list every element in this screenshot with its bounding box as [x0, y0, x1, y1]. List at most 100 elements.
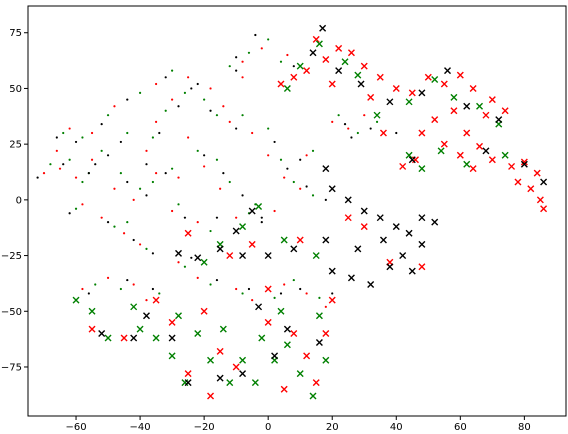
red-cross-point — [328, 80, 336, 88]
y-tick-label: 0 — [16, 195, 22, 206]
green-dot-point — [228, 180, 231, 184]
black-dot-point — [126, 278, 129, 282]
red-cross-point — [322, 330, 330, 338]
black-cross-point — [248, 207, 256, 215]
green-dot-point — [81, 136, 84, 139]
red-dot-point — [251, 131, 254, 135]
black-dot-point — [209, 109, 212, 112]
red-cross-point — [440, 140, 448, 148]
black-dot-point — [247, 287, 251, 291]
green-dot-point — [228, 65, 231, 68]
green-dot-point — [74, 207, 78, 210]
red-dot-point — [81, 203, 84, 206]
black-cross-point — [232, 227, 240, 235]
black-dot-point — [132, 238, 135, 242]
black-cross-point — [360, 207, 368, 215]
red-dot-point — [113, 105, 116, 108]
black-cross-point — [367, 281, 375, 289]
black-cross-point — [418, 89, 426, 97]
red-cross-point — [540, 205, 548, 213]
green-cross-point — [168, 352, 176, 360]
red-cross-point — [264, 285, 272, 293]
red-cross-point — [328, 296, 336, 304]
green-dot-point — [279, 158, 283, 161]
red-cross-point — [303, 67, 311, 75]
red-cross-point — [514, 178, 522, 186]
black-cross-point — [357, 80, 365, 88]
red-dot-point — [81, 287, 84, 291]
red-dot-point — [273, 209, 276, 213]
black-cross-point — [309, 49, 317, 57]
black-dot-point — [299, 158, 302, 161]
green-dot-point — [119, 172, 122, 175]
green-dot-point — [375, 120, 379, 123]
black-cross-point — [399, 252, 407, 260]
red-dot-point — [90, 131, 94, 135]
red-dot-point — [154, 120, 158, 123]
red-cross-point — [184, 229, 192, 237]
black-cross-point — [540, 178, 548, 186]
green-dot-point — [279, 60, 283, 63]
red-dot-point — [331, 120, 334, 123]
green-dot-point — [215, 158, 219, 161]
black-dot-point — [158, 131, 161, 135]
green-dot-point — [311, 149, 315, 152]
red-cross-point — [312, 35, 320, 43]
red-cross-point — [418, 129, 426, 137]
black-dot-point — [145, 163, 148, 166]
red-dot-point — [177, 176, 180, 179]
red-dot-point — [196, 221, 199, 224]
green-cross-point — [175, 312, 183, 320]
black-cross-point — [264, 252, 272, 260]
green-cross-point — [130, 303, 138, 311]
red-dot-point — [286, 53, 289, 57]
red-dot-point — [113, 187, 116, 190]
green-dot-point — [241, 114, 244, 117]
red-cross-point — [399, 162, 407, 170]
green-cross-point — [296, 370, 304, 378]
green-cross-point — [239, 356, 247, 364]
green-cross-point — [251, 379, 259, 387]
red-cross-point — [335, 44, 343, 52]
green-cross-point — [405, 151, 413, 159]
red-cross-point — [277, 80, 285, 88]
green-dot-point — [196, 149, 199, 152]
black-cross-point — [376, 214, 384, 222]
green-dot-point — [68, 158, 71, 161]
black-cross-point — [379, 236, 387, 244]
red-cross-point — [488, 96, 496, 104]
green-dot-point — [292, 180, 295, 184]
red-cross-point — [347, 49, 355, 57]
red-dot-point — [74, 176, 78, 179]
green-cross-point — [354, 71, 362, 79]
red-dot-point — [132, 283, 135, 286]
red-cross-point — [207, 392, 215, 400]
green-dot-point — [100, 149, 103, 152]
green-cross-point — [104, 334, 112, 342]
red-dot-point — [283, 176, 286, 179]
x-tick-label: −20 — [194, 422, 215, 430]
black-dot-point — [87, 172, 90, 175]
red-dot-point — [106, 276, 110, 279]
black-cross-point — [335, 67, 343, 75]
green-cross-point — [280, 236, 288, 244]
red-cross-point — [469, 84, 477, 92]
red-cross-point — [226, 252, 234, 260]
y-tick-label: 75 — [9, 28, 22, 39]
black-cross-point — [216, 374, 224, 382]
green-dot-point — [177, 203, 180, 206]
red-cross-point — [440, 80, 448, 88]
red-dot-point — [222, 105, 225, 108]
red-dot-point — [122, 232, 126, 235]
red-cross-point — [312, 379, 320, 387]
red-dot-point — [100, 216, 103, 219]
black-dot-point — [183, 216, 187, 219]
green-dot-point — [171, 167, 174, 170]
green-cross-point — [296, 62, 304, 70]
data-points — [36, 24, 548, 400]
green-cross-point — [226, 379, 234, 387]
red-cross-point — [520, 158, 528, 166]
red-cross-point — [527, 185, 535, 193]
black-dot-point — [126, 180, 129, 184]
black-dot-point — [203, 154, 206, 157]
